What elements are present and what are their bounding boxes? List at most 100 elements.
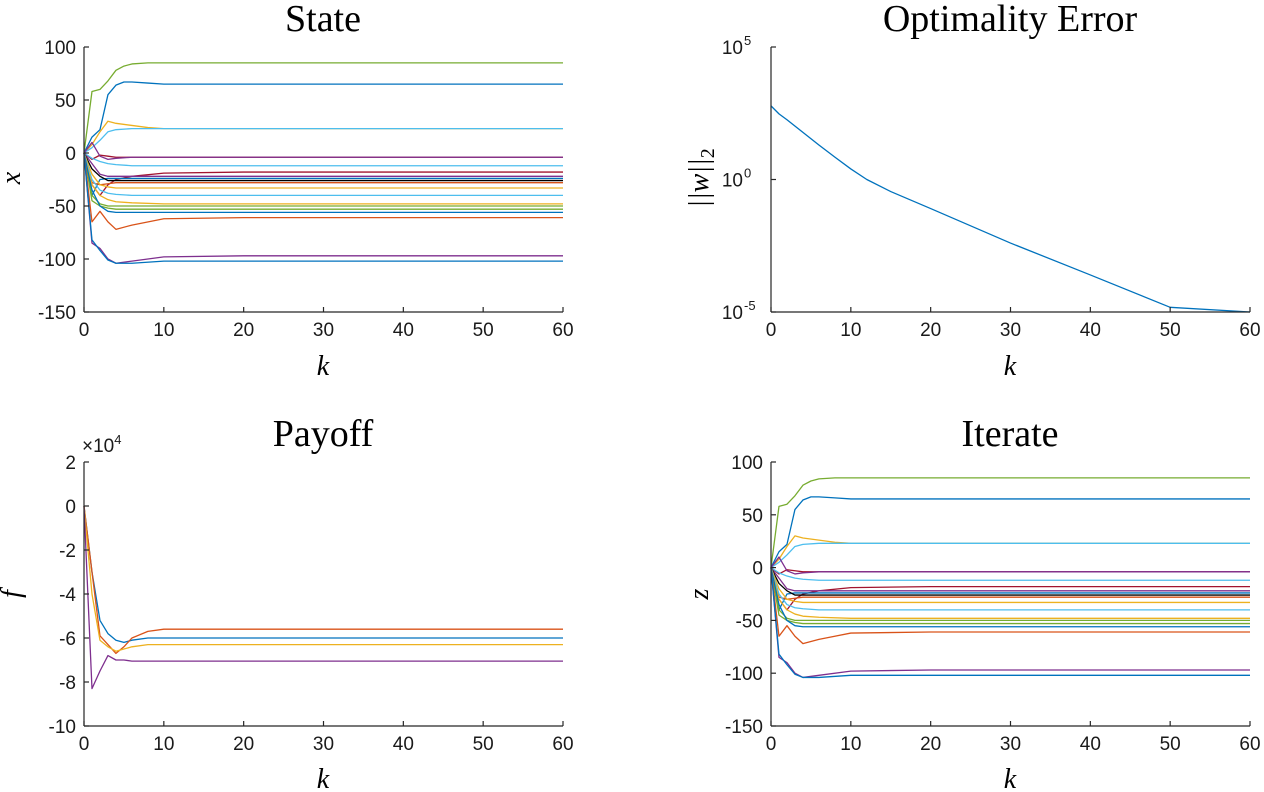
error-y-tick-exponent: 0: [744, 166, 751, 181]
iterate-y-tick-label: -150: [725, 717, 763, 738]
iterate-x-tick-label: 50: [1160, 734, 1181, 755]
payoff-x-tick-label: 0: [79, 734, 90, 755]
iterate-series-line-7: [770, 567, 1250, 611]
iterate-x-tick-label: 10: [840, 734, 861, 755]
iterate-y-tick-label: 50: [742, 506, 763, 527]
state-y-tick-label: -100: [38, 250, 76, 271]
error-x-tick-label: 30: [1000, 320, 1021, 341]
state-series-line-1: [83, 81, 563, 154]
state-series-line-15: [83, 152, 563, 205]
iterate-x-label: k: [1004, 764, 1017, 792]
iterate-series-line-5: [770, 556, 1250, 575]
iterate-x-tick-label: 40: [1080, 734, 1101, 755]
state-series-line-10: [83, 152, 563, 182]
payoff-x-tick-label: 40: [393, 734, 414, 755]
iterate-x-tick-label: 0: [766, 734, 777, 755]
state-series-line-16: [83, 152, 563, 210]
state-y-label-text: x: [0, 171, 27, 185]
payoff-series-line-3: [83, 505, 563, 690]
error-x-tick-label: 0: [766, 320, 777, 341]
payoff-x-tick-label: 10: [153, 734, 174, 755]
iterate-title: Iterate: [961, 413, 1058, 455]
payoff-y-label-text: f: [0, 587, 27, 598]
iterate-series-line-20: [770, 567, 1250, 679]
state-title: State: [285, 0, 361, 40]
payoff-y-tick-label: 2: [65, 453, 76, 474]
iterate-series-line-3: [770, 542, 1250, 569]
error-x-tick-label: 40: [1080, 320, 1101, 341]
payoff-x-tick-label: 30: [313, 734, 334, 755]
error-y-label-sub: 2: [697, 148, 719, 158]
error-y-label: ||w||2: [684, 148, 719, 207]
iterate-y-tick-label: -50: [736, 611, 763, 632]
iterate-x-tick-label: 60: [1239, 734, 1260, 755]
payoff-series-line-0: [83, 505, 563, 644]
panel-optimality-error: Optimality Error ||w||2 k 0 10 20 30 40 50 601…: [684, 0, 1261, 382]
payoff-series-line-2: [83, 505, 563, 652]
state-series-line-7: [83, 152, 563, 197]
state-series-line-13: [83, 152, 563, 197]
error-y-tick-label: 10: [722, 303, 743, 324]
payoff-y-tick-label: -10: [49, 717, 76, 738]
iterate-series-line-10: [770, 567, 1250, 596]
state-y-tick-label: -150: [38, 303, 76, 324]
state-series-line-20: [83, 152, 563, 264]
state-series-line-9: [83, 152, 563, 197]
state-series-line-3: [83, 127, 563, 154]
payoff-series-line-1: [83, 505, 563, 655]
payoff-y-tick-label: -4: [59, 585, 76, 606]
iterate-series-line-9: [770, 567, 1250, 611]
state-series-line-18: [83, 152, 563, 230]
panel-payoff: Payoff f k ×104 0102030405060-10-8-6-4-2…: [0, 413, 574, 792]
error-y-tick-exponent: -5: [744, 298, 756, 313]
state-y-tick-label: -50: [49, 197, 76, 218]
error-x-label: k: [1004, 351, 1017, 382]
state-series-line-4: [83, 152, 563, 161]
iterate-series-line-18: [770, 567, 1250, 645]
iterate-x-tick-label: 30: [1000, 734, 1021, 755]
iterate-y-label: z: [684, 588, 715, 600]
state-x-tick-label: 10: [153, 320, 174, 341]
panel-iterate: Iterate z k 0 10 20 30 40 50 60 -150 -100 -50 0 50 1…: [684, 413, 1261, 792]
error-y-label-text: ||w||2: [684, 148, 719, 207]
payoff-y-label: f: [0, 587, 27, 598]
error-x-tick-label: 60: [1239, 320, 1260, 341]
state-x-tick-label: 50: [473, 320, 494, 341]
state-y-tick-label: 100: [44, 38, 76, 59]
state-series-line-5: [83, 141, 563, 161]
payoff-x-tick-label: 20: [233, 734, 254, 755]
state-x-tick-label: 60: [552, 320, 573, 341]
state-series-line-8: [83, 152, 563, 177]
state-series-line-2: [83, 120, 563, 154]
iterate-x-tick-label: 20: [920, 734, 941, 755]
error-x-tick-label: 50: [1160, 320, 1181, 341]
error-y-tick-exponent: 5: [744, 33, 751, 48]
payoff-multiplier: ×104: [82, 432, 121, 457]
payoff-x-tick-label: 50: [473, 734, 494, 755]
state-series-line-17: [83, 152, 563, 214]
state-plot-area: 0 10 20 30 40 50 60 -150 -100 -50 0 50 100: [38, 38, 574, 341]
state-x-label: k: [317, 351, 330, 382]
state-y-tick-label: 50: [55, 91, 76, 112]
state-x-tick-label: 0: [79, 320, 90, 341]
error-y-tick-label: 10: [722, 38, 743, 59]
error-y-tick-label: 10: [722, 171, 743, 192]
error-series-line-0: [770, 105, 1251, 313]
error-x-tick-label: 20: [920, 320, 941, 341]
payoff-plot-area: 0 10 20 30 40 50 60 -10 -8 -6 -4 -2 0 2: [49, 453, 574, 755]
iterate-series-line-2: [770, 535, 1250, 569]
payoff-y-tick-label: -8: [59, 673, 76, 694]
state-series-line-6: [83, 152, 563, 167]
iterate-series-line-4: [770, 567, 1250, 575]
state-series-line-14: [83, 152, 563, 207]
iterate-series-line-13: [770, 567, 1250, 611]
iterate-series-line-16: [770, 567, 1250, 625]
iterate-series-line-12: [770, 567, 1250, 604]
state-y-label: x: [0, 171, 27, 185]
state-series-line-19: [83, 152, 563, 264]
state-series-line-0: [83, 62, 563, 154]
error-x-tick-label: 10: [840, 320, 861, 341]
state-y-tick-label: 0: [65, 144, 76, 165]
iterate-series-line-0: [770, 477, 1250, 568]
